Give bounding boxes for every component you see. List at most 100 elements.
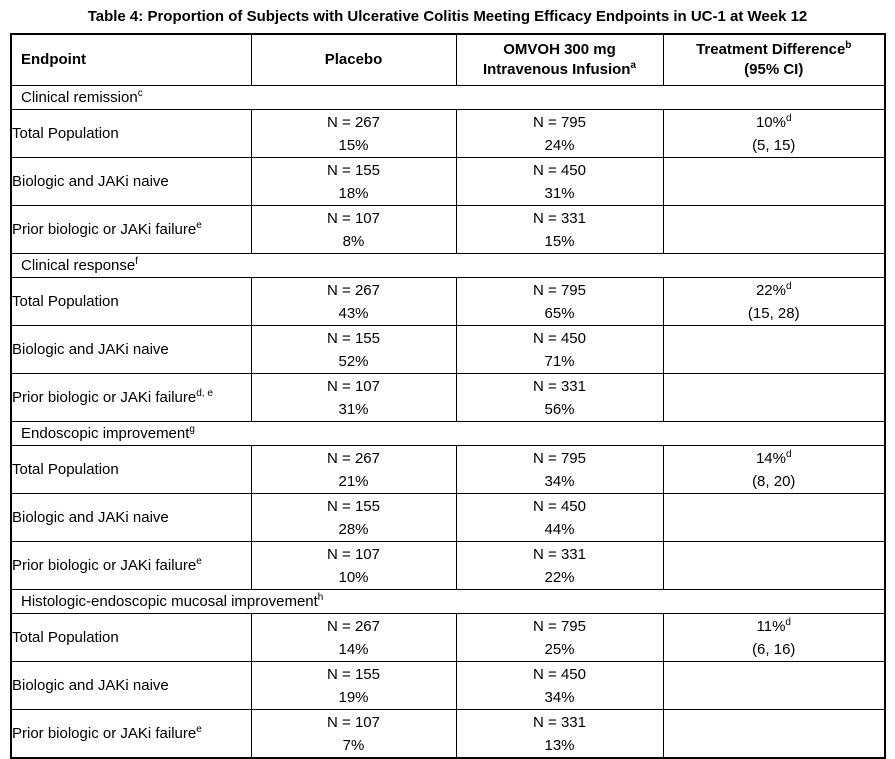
pct-value: 19%	[338, 688, 369, 706]
section-footnote: c	[137, 87, 143, 99]
omvoh-cell: N = 450 44%	[455, 493, 664, 542]
endpoint-cell: Biologic and JAKi naive	[10, 493, 252, 542]
diff-footnote: d	[785, 280, 792, 292]
section-footnote: f	[135, 255, 139, 267]
difference-cell	[662, 157, 886, 206]
endpoint-label: Total Population	[12, 461, 119, 478]
omvoh-cell: N = 795 24%	[455, 109, 664, 158]
omvoh-header-line1: OMVOH 300 mg	[503, 41, 616, 58]
omvoh-cell: N = 450 34%	[455, 661, 664, 710]
n-value: N = 331	[533, 713, 586, 731]
pct-value: 56%	[544, 400, 575, 418]
n-value: N = 107	[327, 545, 380, 563]
omvoh-cell: N = 331 56%	[455, 373, 664, 422]
pct-value: 18%	[338, 184, 369, 202]
placebo-cell: N = 267 14%	[250, 613, 457, 662]
n-value: N = 107	[327, 713, 380, 731]
endpoint-cell: Biologic and JAKi naive	[10, 325, 252, 374]
pct-value: 65%	[544, 304, 575, 322]
ci-value: (8, 20)	[752, 472, 796, 490]
row-biologic-jaki-naive: Biologic and JAKi naive N = 155 18% N = 4…	[10, 157, 886, 206]
difference-cell: 10%d (5, 15)	[662, 109, 886, 158]
table-title: Table 4: Proportion of Subjects with Ulc…	[87, 8, 808, 25]
endpoint-cell: Total Population	[10, 109, 252, 158]
pct-value: 13%	[544, 736, 575, 754]
n-value: N = 795	[533, 617, 586, 635]
endpoint-label: Total Population	[12, 629, 119, 646]
pct-value: 52%	[338, 352, 369, 370]
endpoint-cell: Total Population	[10, 445, 252, 494]
col-header-omvoh: OMVOH 300 mg Intravenous Infusiona	[455, 33, 664, 86]
omvoh-header-line2: Intravenous Infusion	[482, 61, 631, 78]
pct-value: 14%	[338, 640, 369, 658]
section-label-cell: Histologic-endoscopic mucosal improvemen…	[10, 589, 886, 614]
row-total-population: Total Population N = 267 43% N = 795 65% 2…	[10, 277, 886, 326]
n-value: N = 331	[533, 545, 586, 563]
n-value: N = 795	[533, 113, 586, 131]
difference-cell	[662, 373, 886, 422]
section-label: Endoscopic improvement	[21, 424, 190, 442]
n-value: N = 795	[533, 281, 586, 299]
row-total-population: Total Population N = 267 14% N = 795 25% 1…	[10, 613, 886, 662]
n-value: N = 450	[533, 329, 586, 347]
section-label: Clinical response	[21, 256, 136, 274]
placebo-cell: N = 155 18%	[250, 157, 457, 206]
placebo-cell: N = 155 28%	[250, 493, 457, 542]
placebo-cell: N = 107 8%	[250, 205, 457, 254]
omvoh-cell: N = 450 31%	[455, 157, 664, 206]
endpoint-label: Prior biologic or JAKi failure	[12, 725, 197, 742]
diff-value: 22%	[755, 281, 786, 299]
difference-cell	[662, 493, 886, 542]
endpoint-label: Prior biologic or JAKi failure	[12, 221, 197, 238]
section-header-clinical-remission: Clinical remissionc	[10, 85, 886, 110]
row-prior-biologic-jaki-failure: Prior biologic or JAKi failured, e N = 1…	[10, 373, 886, 422]
pct-value: 24%	[544, 136, 575, 154]
n-value: N = 107	[327, 209, 380, 227]
omvoh-cell: N = 450 71%	[455, 325, 664, 374]
ci-value: (5, 15)	[752, 136, 796, 154]
pct-value: 34%	[544, 688, 575, 706]
omvoh-cell: N = 331 15%	[455, 205, 664, 254]
pct-value: 28%	[338, 520, 369, 538]
omvoh-cell: N = 795 65%	[455, 277, 664, 326]
placebo-cell: N = 267 43%	[250, 277, 457, 326]
placebo-cell: N = 267 21%	[250, 445, 457, 494]
ci-value: (6, 16)	[752, 640, 796, 658]
ci-value: (15, 28)	[747, 304, 800, 322]
n-value: N = 267	[327, 281, 380, 299]
section-label-cell: Endoscopic improvementg	[10, 421, 886, 446]
pct-value: 7%	[342, 736, 365, 754]
n-value: N = 107	[327, 377, 380, 395]
section-header-endoscopic-improvement: Endoscopic improvementg	[10, 421, 886, 446]
difference-cell: 11%d (6, 16)	[662, 613, 886, 662]
difference-cell	[662, 709, 886, 759]
endpoint-label: Biologic and JAKi naive	[12, 341, 169, 358]
omvoh-cell: N = 795 34%	[455, 445, 664, 494]
diff-footnote: d	[785, 616, 791, 628]
n-value: N = 795	[533, 449, 586, 467]
n-value: N = 155	[327, 665, 380, 683]
difference-cell	[662, 205, 886, 254]
n-value: N = 331	[533, 377, 586, 395]
section-label-cell: Clinical responsef	[10, 253, 886, 278]
row-prior-biologic-jaki-failure: Prior biologic or JAKi failuree N = 107 7…	[10, 709, 886, 759]
placebo-cell: N = 155 19%	[250, 661, 457, 710]
n-value: N = 155	[327, 329, 380, 347]
placebo-cell: N = 107 31%	[250, 373, 457, 422]
diff-footnote: d	[785, 448, 792, 460]
endpoint-footnote: e	[196, 724, 202, 735]
endpoint-cell: Prior biologic or JAKi failuree	[10, 541, 252, 590]
pct-value: 44%	[544, 520, 575, 538]
endpoint-footnote: d, e	[196, 388, 213, 399]
endpoint-cell: Biologic and JAKi naive	[10, 661, 252, 710]
n-value: N = 450	[533, 665, 586, 683]
endpoint-label: Total Population	[12, 125, 119, 142]
pct-value: 34%	[544, 472, 575, 490]
row-total-population: Total Population N = 267 21% N = 795 34% 1…	[10, 445, 886, 494]
difference-cell	[662, 541, 886, 590]
endpoint-cell: Biologic and JAKi naive	[10, 157, 252, 206]
endpoint-label: Biologic and JAKi naive	[12, 509, 169, 526]
n-value: N = 155	[327, 497, 380, 515]
n-value: N = 267	[327, 113, 380, 131]
section-header-clinical-response: Clinical responsef	[10, 253, 886, 278]
